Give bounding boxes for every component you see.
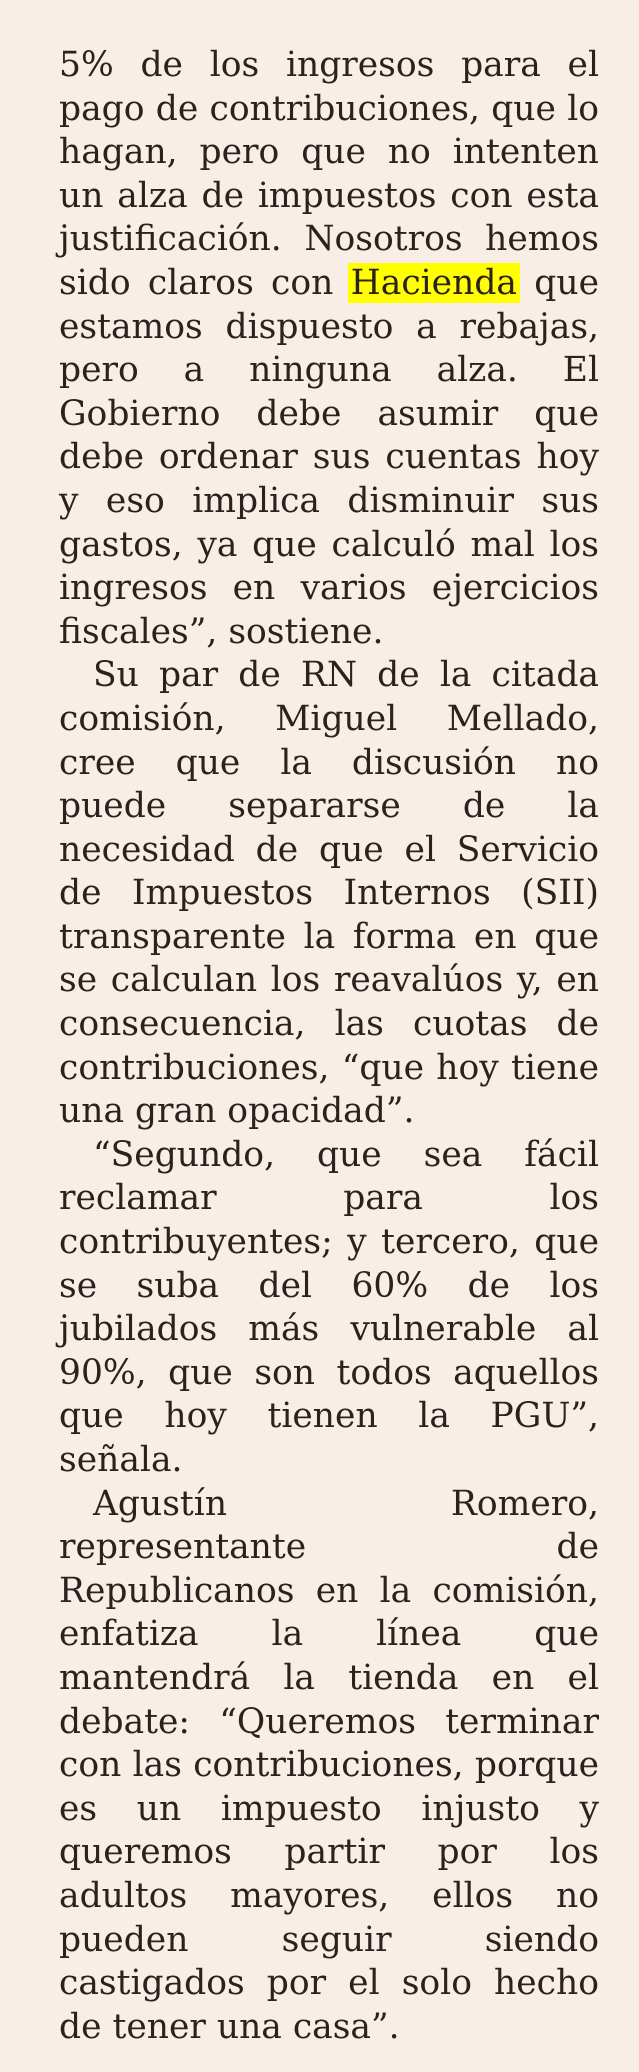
highlighted-word: Hacienda [347, 262, 520, 303]
paragraph-3: “Segundo, que sea fácil reclamar para lo… [59, 1134, 599, 1480]
paragraph-1-text-after: que estamos dispuesto a rebajas, pero a … [59, 262, 599, 652]
paragraph-1-text-before: 5% de los ingresos para el pago de contr… [59, 45, 599, 303]
article-column: 5% de los ingresos para el pago de contr… [59, 44, 599, 2049]
paragraph-1: 5% de los ingresos para el pago de contr… [59, 44, 599, 654]
paragraph-4: Agustín Romero, representante de Republi… [59, 1483, 599, 2047]
paragraph-2: Su par de RN de la citada comisión, Migu… [59, 655, 599, 1132]
